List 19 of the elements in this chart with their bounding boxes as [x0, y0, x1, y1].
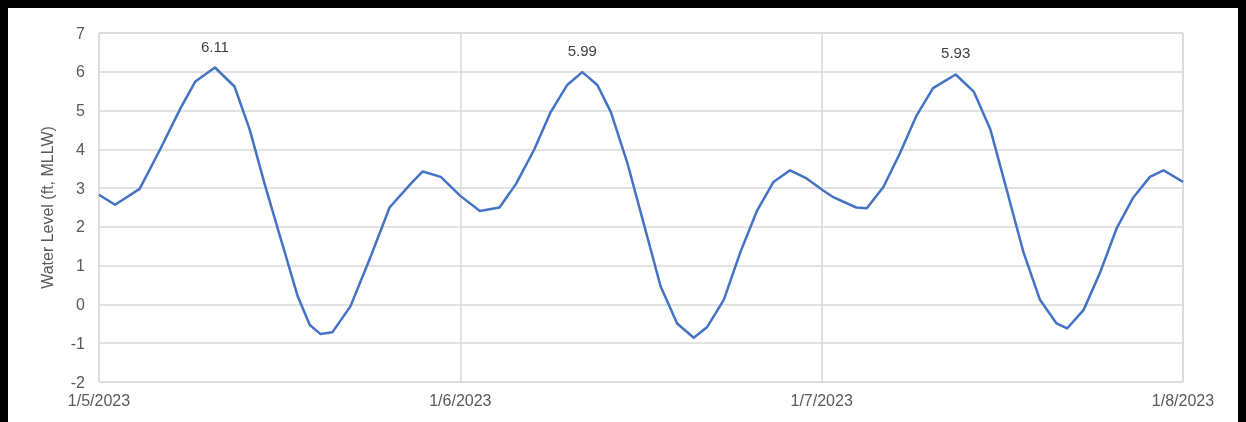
y-tick-label: 6	[76, 63, 86, 81]
y-tick-label: -2	[70, 373, 86, 391]
y-axis-title: Water Level (ft, MLLW)	[38, 126, 56, 289]
x-tick-label: 1/5/2023	[67, 391, 131, 409]
line-series	[97, 66, 1185, 340]
y-tick-label: -1	[70, 334, 86, 352]
x-tick-label: 1/8/2023	[1151, 391, 1215, 409]
y-tick-label: 7	[76, 24, 86, 42]
x-tick-label: 1/6/2023	[429, 391, 492, 409]
y-tick-label: 5	[76, 102, 86, 120]
y-tick-label: 0	[76, 295, 86, 313]
annotation: 5.93	[941, 44, 971, 62]
y-tick-label: 4	[76, 140, 86, 158]
y-tick-label: 2	[76, 218, 86, 236]
annotation: 5.99	[567, 42, 597, 60]
annotation: 6.11	[200, 37, 229, 55]
y-tick-label: 1	[76, 257, 86, 275]
x-tick-label: 1/7/2023	[790, 391, 853, 409]
y-tick-label: 3	[76, 179, 86, 197]
